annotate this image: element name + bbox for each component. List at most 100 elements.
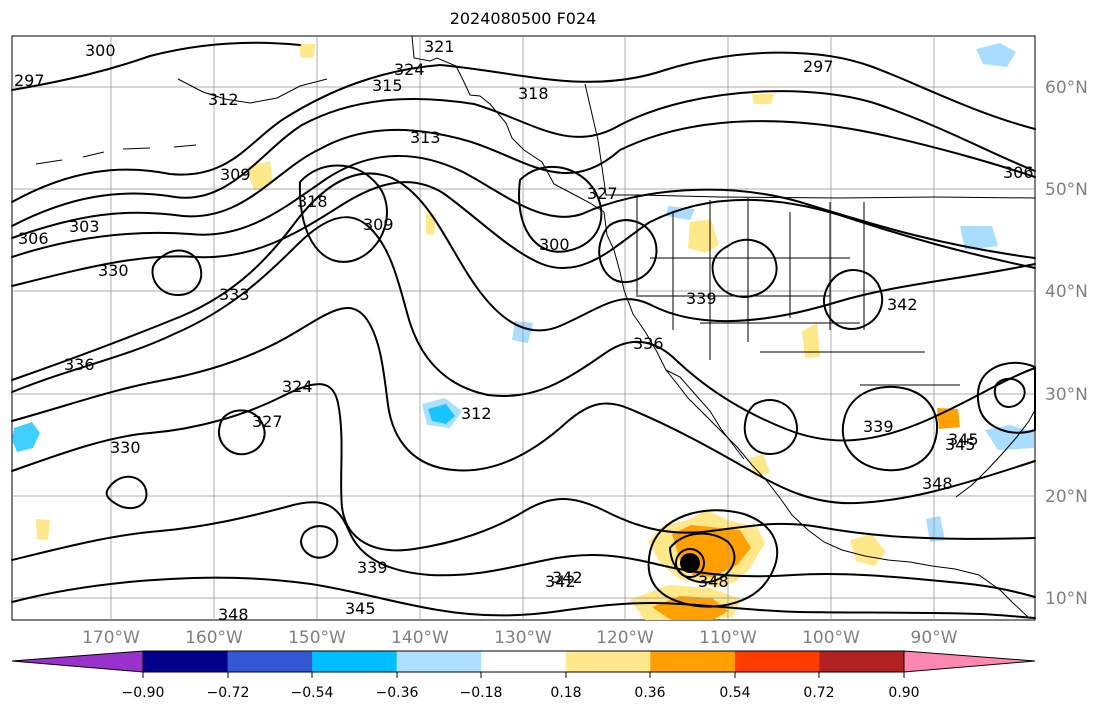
colorbar-tick-label: 0.36 xyxy=(634,685,665,701)
colorbar-segment xyxy=(481,651,567,672)
colorbar-right-fill xyxy=(904,651,1035,672)
colorbar-tick-label: −0.90 xyxy=(122,685,165,701)
contour-line xyxy=(105,475,148,510)
contour-label: 345 xyxy=(345,599,376,618)
colorbar-segments xyxy=(12,651,1035,672)
colorbar-ticks xyxy=(142,672,905,678)
contour-label: 330 xyxy=(98,261,129,280)
latitude-label: 10°N xyxy=(1045,589,1088,609)
contour-label: 339 xyxy=(686,289,717,308)
contour-label: 312 xyxy=(461,404,492,423)
contour-line xyxy=(518,165,603,253)
colorbar-tick-label: 0.72 xyxy=(803,685,834,701)
contour-label: 306 xyxy=(1003,163,1034,182)
contour-label: 327 xyxy=(587,184,618,203)
latitude-label: 40°N xyxy=(1045,282,1088,302)
colorbar-segment xyxy=(227,651,313,672)
contour-line xyxy=(11,383,1036,552)
anomaly-patch xyxy=(428,404,455,424)
contour-label: 339 xyxy=(357,558,388,577)
colorbar: −0.90 −0.72 −0.54 −0.36 −0.18 0.18 0.36 … xyxy=(11,650,1036,701)
colorbar-segment xyxy=(143,651,229,672)
longitude-labels: 170°W 160°W 150°W 140°W 130°W 120°W 110°… xyxy=(82,628,958,648)
colorbar-segment xyxy=(565,651,651,672)
state-borders xyxy=(636,195,960,386)
contour-line xyxy=(711,238,778,298)
longitude-label: 150°W xyxy=(288,628,346,648)
contour-line xyxy=(11,120,1036,239)
anomaly-patch xyxy=(802,323,820,358)
storm-ring-icon xyxy=(675,548,705,578)
baja-coast xyxy=(665,369,745,460)
longitude-label: 90°W xyxy=(911,628,958,648)
contour-label: 348 xyxy=(698,572,729,591)
contour-line xyxy=(11,41,301,91)
contour-label: 300 xyxy=(539,235,570,254)
anomaly-patch xyxy=(960,226,998,250)
colorbar-left-fill xyxy=(12,651,143,672)
colorbar-tick-label: 0.18 xyxy=(550,685,581,701)
colorbar-tick-label: 0.90 xyxy=(888,685,919,701)
contour-line xyxy=(300,525,339,559)
contour-label: 313 xyxy=(410,128,441,147)
contour-line xyxy=(11,307,1036,505)
contour-line xyxy=(11,576,1036,619)
contour-label: 345 xyxy=(948,430,979,449)
contour-label: 342 xyxy=(887,295,918,314)
contour-line xyxy=(822,269,884,330)
contour-label: 324 xyxy=(282,377,313,396)
anomaly-patch xyxy=(752,94,774,104)
contour-line xyxy=(11,501,1036,598)
contour-label: 324 xyxy=(394,60,425,79)
contour-label: 327 xyxy=(252,412,283,431)
longitude-label: 160°W xyxy=(185,628,243,648)
latitude-label: 50°N xyxy=(1045,180,1088,200)
contour-label: 309 xyxy=(363,215,394,234)
latitude-labels: 60°N 50°N 40°N 30°N 20°N 10°N xyxy=(1045,78,1088,609)
anomaly-patch xyxy=(688,219,719,253)
contour-label: 342 xyxy=(552,568,583,587)
contour-label: 342 xyxy=(545,572,576,591)
colorbar-labels: −0.90 −0.72 −0.54 −0.36 −0.18 0.18 0.36 … xyxy=(122,685,920,701)
alaska-coast xyxy=(411,35,605,213)
map-title: 2024080500 F024 xyxy=(450,9,597,28)
longitude-label: 140°W xyxy=(391,628,449,648)
colorbar-tick-label: 0.54 xyxy=(719,685,750,701)
contour-line xyxy=(598,219,658,284)
contour-line xyxy=(647,509,779,608)
contour-line xyxy=(11,216,1036,442)
contour-line xyxy=(298,164,388,263)
latitude-label: 20°N xyxy=(1045,487,1088,507)
anomaly-patch xyxy=(652,596,728,620)
anomaly-patch xyxy=(976,43,1016,67)
contour-line xyxy=(217,409,266,456)
anomaly-patch xyxy=(36,519,50,540)
hurricane-marker xyxy=(675,548,705,578)
anomaly-patch xyxy=(299,44,315,58)
gulf-coast xyxy=(955,409,1036,498)
longitude-label: 100°W xyxy=(802,628,860,648)
colorbar-tick-label: −0.18 xyxy=(460,685,503,701)
longitude-label: 170°W xyxy=(82,628,140,648)
contour-label: 330 xyxy=(110,438,141,457)
contour-label: 315 xyxy=(372,76,403,95)
contour-label: 336 xyxy=(64,355,95,374)
contour-label: 333 xyxy=(219,285,250,304)
longitude-label: 130°W xyxy=(494,628,552,648)
contour-line xyxy=(743,399,799,455)
storm-center-icon xyxy=(680,553,700,573)
aleutian-islands xyxy=(35,78,328,165)
contour-label: 300 xyxy=(85,41,116,60)
latitude-label: 30°N xyxy=(1045,385,1088,405)
west-coast xyxy=(603,211,1029,618)
contour-label: 336 xyxy=(633,334,664,353)
contour-line xyxy=(841,385,938,472)
contour-label: 318 xyxy=(297,192,328,211)
latitude-label: 60°N xyxy=(1045,78,1088,98)
contour-line xyxy=(11,181,1036,287)
contour-line xyxy=(11,90,1036,227)
contour-label: 297 xyxy=(803,57,834,76)
contour-line xyxy=(11,51,1036,203)
anomaly-patch xyxy=(246,161,273,191)
contour-label: 306 xyxy=(18,229,49,248)
